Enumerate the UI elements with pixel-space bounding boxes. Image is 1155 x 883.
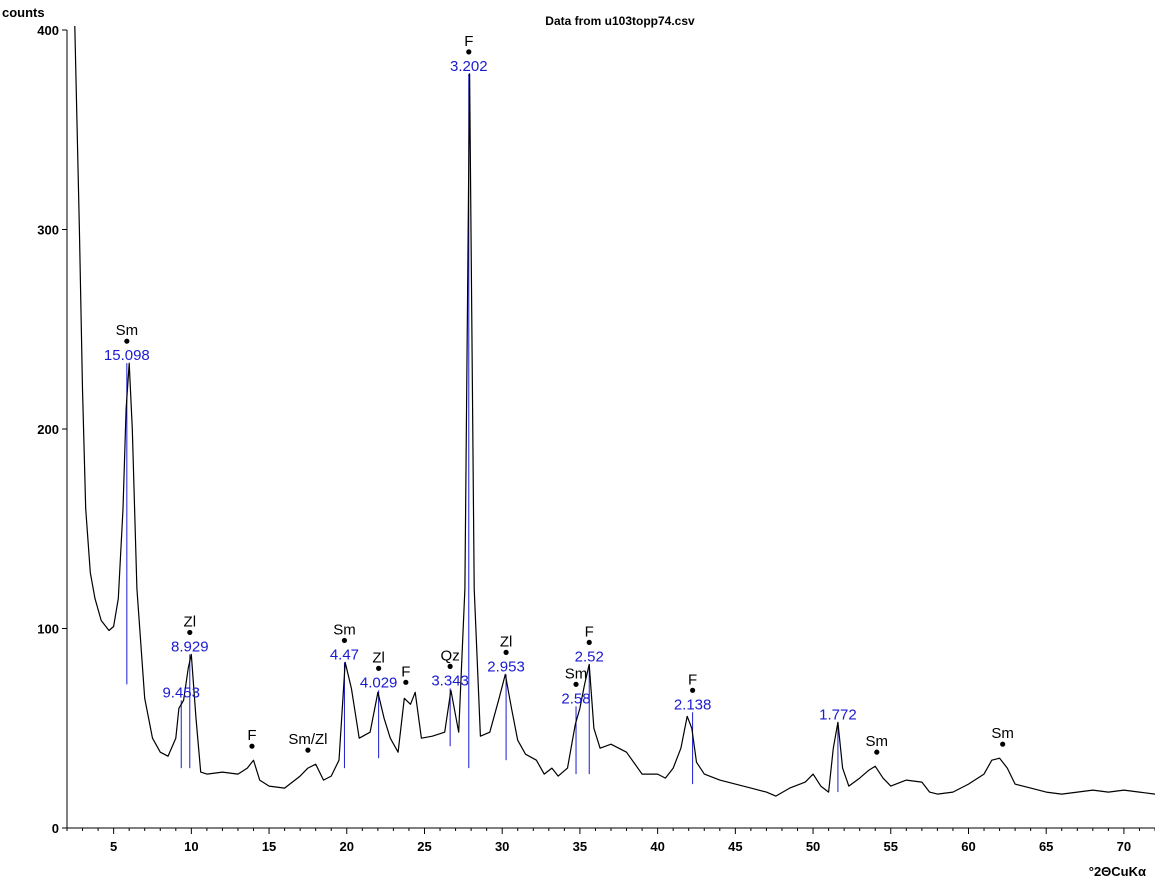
x-tick-label: 65 bbox=[1039, 839, 1053, 854]
y-tick-label: 0 bbox=[52, 821, 59, 836]
d-spacing-label: 1.772 bbox=[819, 706, 857, 723]
x-tick-label: 40 bbox=[650, 839, 664, 854]
chart-title: Data from u103topp74.csv bbox=[545, 14, 695, 28]
d-spacing-label: 8.929 bbox=[171, 638, 209, 655]
x-axis-label: °2ΘCuKα bbox=[1089, 864, 1146, 879]
y-axis-label: counts bbox=[2, 5, 45, 20]
x-tick-label: 5 bbox=[110, 839, 117, 854]
mineral-label: F bbox=[585, 623, 594, 640]
peak-marker-dot bbox=[466, 49, 472, 55]
peak-marker-dot bbox=[376, 665, 382, 671]
mineral-label: Sm/Zl bbox=[288, 731, 327, 748]
mineral-label: Sm bbox=[866, 733, 889, 750]
peak-marker-dot bbox=[305, 747, 311, 753]
y-tick-label: 200 bbox=[37, 422, 59, 437]
axes: 0 100 200 300 400 5 10 15 20 25 30 35 40 45 50 55 60 65 70 bbox=[37, 23, 1155, 854]
mineral-label: Zl bbox=[184, 613, 197, 630]
y-tick-label: 400 bbox=[37, 23, 59, 38]
x-tick-label: 55 bbox=[884, 839, 898, 854]
mineral-label: Sm bbox=[333, 621, 356, 638]
mineral-label: Sm bbox=[565, 665, 588, 682]
peak-marker-dot bbox=[249, 743, 255, 749]
mineral-label: F bbox=[464, 33, 473, 50]
d-spacing-label: 2.953 bbox=[487, 658, 525, 675]
d-spacing-label: 15.098 bbox=[104, 347, 150, 364]
mineral-label: F bbox=[247, 727, 256, 744]
mineral-label: F bbox=[401, 663, 410, 680]
d-spacing-label: 4.47 bbox=[330, 646, 359, 663]
peak-marker-dot bbox=[341, 637, 348, 644]
mineral-label: Sm bbox=[116, 322, 139, 339]
mineral-label: Zl bbox=[500, 633, 513, 650]
x-tick-label: 10 bbox=[184, 839, 198, 854]
mineral-label: Zl bbox=[372, 649, 385, 666]
peak-marker-dot bbox=[447, 663, 453, 669]
diffractogram-line bbox=[74, 25, 1155, 797]
x-tick-label: 25 bbox=[417, 839, 431, 854]
y-tick-label: 100 bbox=[37, 622, 59, 637]
x-tick-label: 70 bbox=[1117, 839, 1131, 854]
mineral-label: Qz bbox=[441, 647, 460, 664]
peak-marker-dot bbox=[124, 338, 130, 344]
peak-marker-dot bbox=[187, 629, 193, 636]
d-spacing-label: 2.58 bbox=[561, 690, 590, 707]
x-tick-label: 20 bbox=[340, 839, 354, 854]
peak-marker-dot bbox=[690, 687, 696, 693]
peak-marker-dot bbox=[1000, 741, 1006, 747]
y-tick-label: 300 bbox=[37, 223, 59, 238]
d-spacing-label: 2.138 bbox=[674, 696, 712, 713]
d-spacing-label: 3.202 bbox=[450, 58, 488, 75]
peak-marker-dot bbox=[573, 681, 579, 687]
peak-marker-dot bbox=[874, 749, 880, 755]
mineral-label: F bbox=[688, 671, 697, 688]
peak-marker-dot bbox=[586, 639, 592, 646]
mineral-label: Sm bbox=[991, 725, 1014, 742]
d-spacing-label: 2.52 bbox=[575, 648, 604, 665]
d-spacing-label: 3.343 bbox=[431, 672, 469, 689]
peak-marker-dot bbox=[403, 679, 409, 685]
d-spacing-label: 4.029 bbox=[360, 674, 398, 691]
peak-sticks bbox=[126, 73, 839, 793]
peak-marker-dot bbox=[503, 649, 509, 655]
x-tick-label: 60 bbox=[961, 839, 975, 854]
x-tick-label: 35 bbox=[573, 839, 587, 854]
x-tick-label: 50 bbox=[806, 839, 820, 854]
x-tick-label: 45 bbox=[728, 839, 742, 854]
x-tick-label: 15 bbox=[262, 839, 276, 854]
d-spacing-label: 9.453 bbox=[162, 684, 200, 701]
x-tick-label: 30 bbox=[495, 839, 509, 854]
series-group bbox=[74, 25, 1155, 797]
